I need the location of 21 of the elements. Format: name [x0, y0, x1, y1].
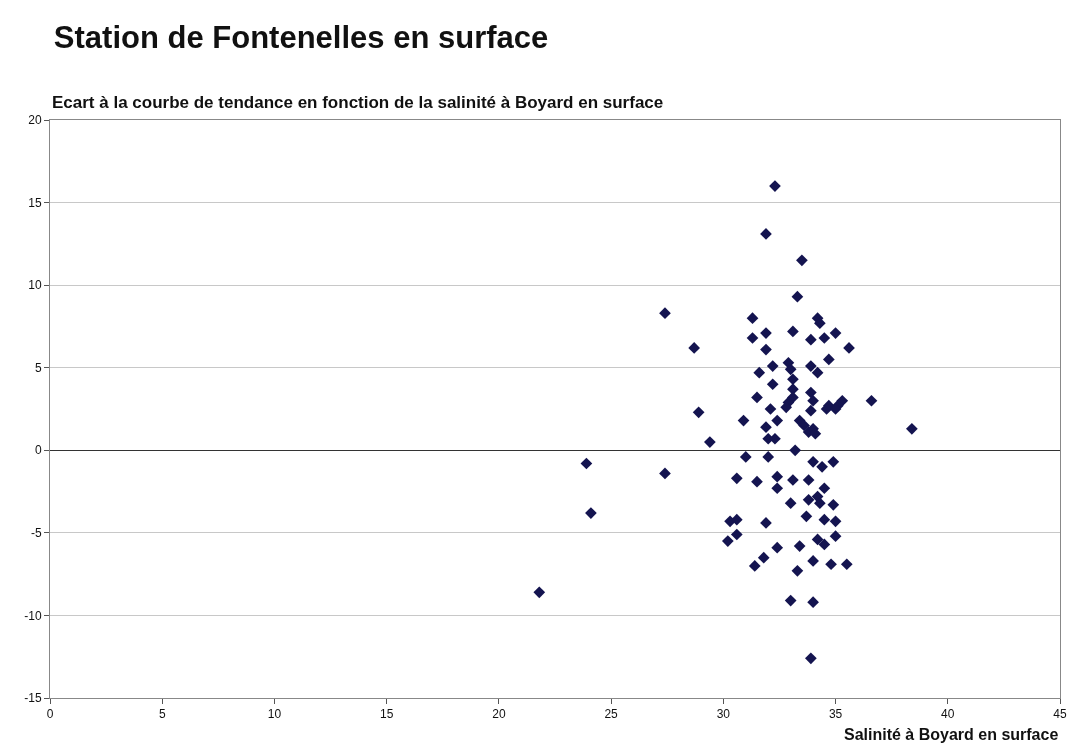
- y-tick-label: 5: [34, 360, 42, 375]
- y-tick-label: 0: [34, 443, 42, 458]
- x-tick-label: 30: [716, 707, 731, 722]
- x-tick-label: 0: [46, 707, 54, 722]
- y-tick-label: -5: [30, 526, 42, 541]
- x-tick-label: 10: [267, 707, 282, 722]
- x-tick-label: 20: [492, 707, 506, 722]
- x-axis-title: Salinité à Boyard en surface: [844, 726, 1059, 743]
- x-tick-label: 5: [158, 707, 166, 722]
- y-tick-label: 20: [28, 113, 42, 128]
- x-tick-label: 35: [828, 707, 843, 722]
- y-tick-label: -10: [24, 608, 42, 623]
- y-tick-label: 10: [28, 278, 42, 293]
- y-tick-label: -15: [24, 691, 42, 706]
- x-tick-label: 15: [379, 707, 394, 722]
- x-tick-label: 40: [941, 707, 955, 722]
- y-tick-label: 15: [28, 195, 42, 210]
- chart-subtitle: Ecart à la courbe de tendance en fonction de la salinité à Boyard en surface: [52, 93, 664, 112]
- chart-title: Station de Fontenelles en surface: [53, 19, 549, 55]
- x-tick-label: 25: [604, 707, 619, 722]
- x-tick-label: 45: [1053, 707, 1067, 722]
